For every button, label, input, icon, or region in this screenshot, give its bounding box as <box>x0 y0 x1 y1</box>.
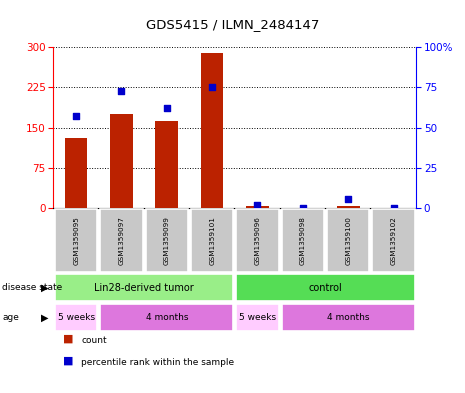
Text: GSM1359097: GSM1359097 <box>119 216 125 265</box>
Text: age: age <box>2 313 19 322</box>
Bar <box>201 53 224 208</box>
Text: 5 weeks: 5 weeks <box>239 313 276 322</box>
Text: ■: ■ <box>63 334 73 344</box>
Point <box>163 105 171 112</box>
Text: GSM1359098: GSM1359098 <box>300 216 306 265</box>
Text: GSM1359102: GSM1359102 <box>391 216 397 265</box>
Text: GSM1359101: GSM1359101 <box>209 216 215 265</box>
Text: Lin28-derived tumor: Lin28-derived tumor <box>94 283 194 293</box>
Bar <box>65 138 87 208</box>
Text: count: count <box>81 336 107 345</box>
Text: GSM1359099: GSM1359099 <box>164 216 170 265</box>
Bar <box>155 121 178 208</box>
Point <box>390 205 397 211</box>
Text: GSM1359095: GSM1359095 <box>73 216 79 265</box>
Text: ▶: ▶ <box>41 312 49 322</box>
Bar <box>246 206 269 208</box>
Text: ▶: ▶ <box>41 283 49 293</box>
Bar <box>337 206 359 208</box>
Text: 5 weeks: 5 weeks <box>58 313 95 322</box>
Point <box>208 84 216 90</box>
Text: control: control <box>309 283 342 293</box>
Point <box>254 202 261 208</box>
Point <box>345 195 352 202</box>
Text: ■: ■ <box>63 356 73 365</box>
Point <box>73 113 80 119</box>
Text: percentile rank within the sample: percentile rank within the sample <box>81 358 234 367</box>
Text: GSM1359100: GSM1359100 <box>345 216 351 265</box>
Point <box>118 88 125 94</box>
Text: 4 months: 4 months <box>146 313 188 322</box>
Text: 4 months: 4 months <box>327 313 369 322</box>
Point <box>299 205 306 211</box>
Text: GDS5415 / ILMN_2484147: GDS5415 / ILMN_2484147 <box>146 18 319 31</box>
Text: GSM1359096: GSM1359096 <box>254 216 260 265</box>
Bar <box>110 114 133 208</box>
Text: disease state: disease state <box>2 283 63 292</box>
